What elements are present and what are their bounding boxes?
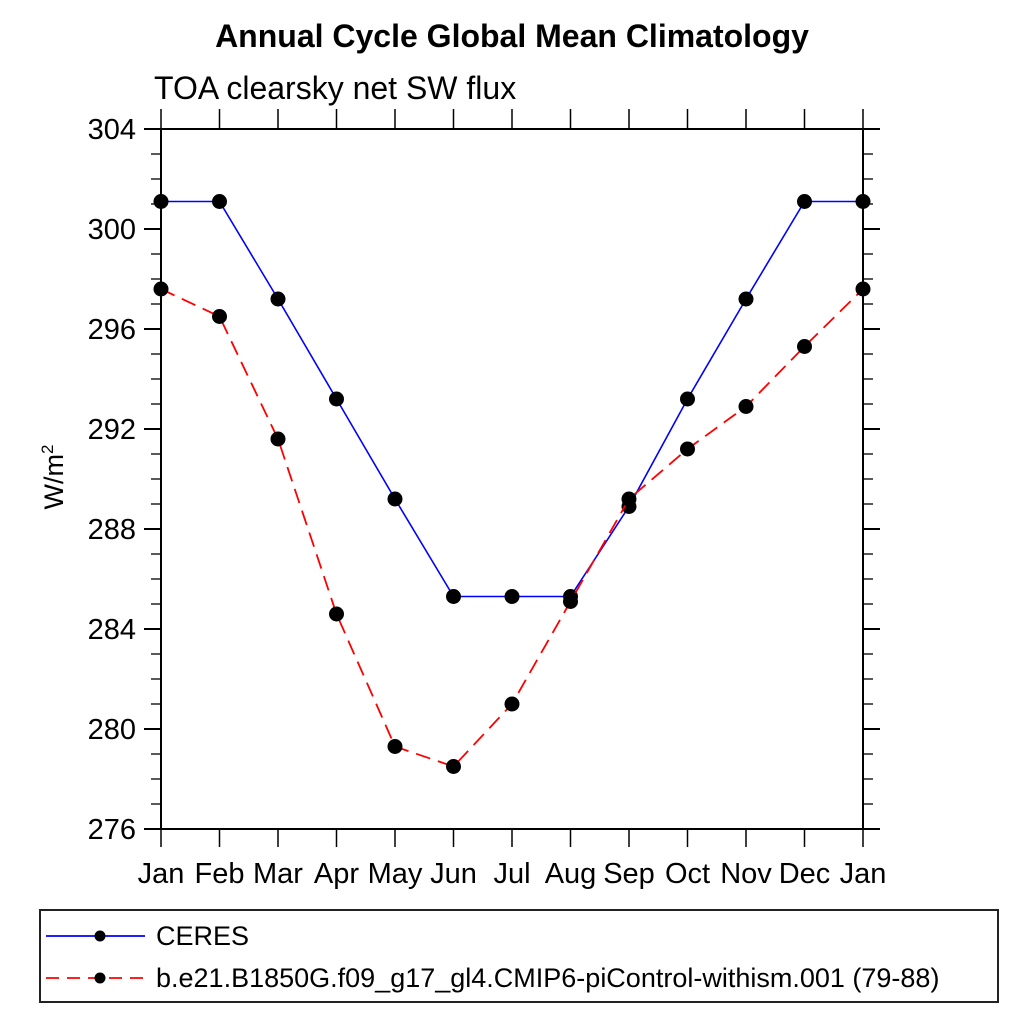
y-tick-label: 292 bbox=[88, 414, 136, 446]
y-tick-label: 304 bbox=[88, 114, 136, 146]
ceres-marker bbox=[504, 589, 520, 604]
x-tick-label: Jun bbox=[430, 858, 477, 890]
ceres-marker bbox=[387, 491, 403, 507]
model-marker bbox=[329, 606, 344, 622]
ceres-key-marker bbox=[94, 930, 106, 942]
legend: CERES b.e21.B1850G.f09_g17_gl4.CMIP6-piC… bbox=[39, 909, 999, 1003]
x-tick-label: Jul bbox=[493, 858, 530, 890]
x-tick-label: Oct bbox=[665, 858, 710, 890]
x-tick-label: Mar bbox=[253, 858, 303, 890]
model-marker bbox=[270, 431, 286, 447]
ceres-marker bbox=[212, 194, 227, 209]
ceres-marker bbox=[797, 194, 812, 209]
x-tick-label: Dec bbox=[779, 858, 831, 890]
x-tick-label: Apr bbox=[314, 858, 359, 890]
legend-label-ceres: CERES bbox=[156, 920, 250, 951]
ceres-marker bbox=[153, 194, 169, 209]
model-marker bbox=[797, 339, 812, 354]
y-tick-label: 280 bbox=[88, 714, 136, 746]
model-marker bbox=[855, 281, 871, 297]
y-tick-label: 288 bbox=[88, 514, 136, 546]
ceres-marker bbox=[270, 291, 286, 307]
ceres-marker bbox=[329, 391, 344, 407]
legend-item-ceres: CERES bbox=[45, 916, 249, 956]
model-marker bbox=[563, 594, 578, 609]
ceres-line bbox=[161, 200, 863, 598]
chart-subtitle: TOA clearsky net SW flux bbox=[154, 70, 517, 106]
ceres-marker bbox=[680, 391, 695, 407]
ceres-marker bbox=[738, 291, 754, 307]
x-tick-label: Nov bbox=[720, 858, 772, 890]
model-marker bbox=[387, 739, 403, 754]
x-tick-label: Jan bbox=[138, 858, 185, 890]
y-tick-label: 296 bbox=[88, 314, 136, 346]
model-marker bbox=[153, 281, 169, 297]
model-key-marker bbox=[94, 972, 106, 984]
model-marker bbox=[446, 759, 461, 774]
plot-frame bbox=[160, 128, 864, 830]
x-tick-label: Sep bbox=[603, 858, 655, 890]
x-tick-label: May bbox=[368, 858, 423, 890]
model-marker bbox=[738, 399, 754, 414]
y-tick-label: 300 bbox=[88, 214, 136, 246]
ceres-marker bbox=[855, 194, 871, 209]
legend-label-model: b.e21.B1850G.f09_g17_gl4.CMIP6-piControl… bbox=[156, 962, 940, 993]
model-line bbox=[160, 288, 864, 768]
x-tick-label: Feb bbox=[195, 858, 245, 890]
y-tick-label: 284 bbox=[88, 614, 136, 646]
model-marker bbox=[680, 441, 695, 457]
y-tick-label: 276 bbox=[88, 814, 136, 846]
model-marker bbox=[212, 309, 227, 324]
legend-item-model: b.e21.B1850G.f09_g17_gl4.CMIP6-piControl… bbox=[45, 958, 939, 998]
ceres-marker bbox=[446, 589, 461, 604]
x-tick-label: Jan bbox=[840, 858, 887, 890]
chart-title: Annual Cycle Global Mean Climatology bbox=[215, 18, 809, 54]
model-marker bbox=[504, 696, 520, 712]
model-line-sample bbox=[46, 972, 145, 984]
model-marker bbox=[621, 491, 637, 507]
ceres-line-sample bbox=[46, 930, 145, 942]
x-tick-label: Aug bbox=[545, 858, 597, 890]
